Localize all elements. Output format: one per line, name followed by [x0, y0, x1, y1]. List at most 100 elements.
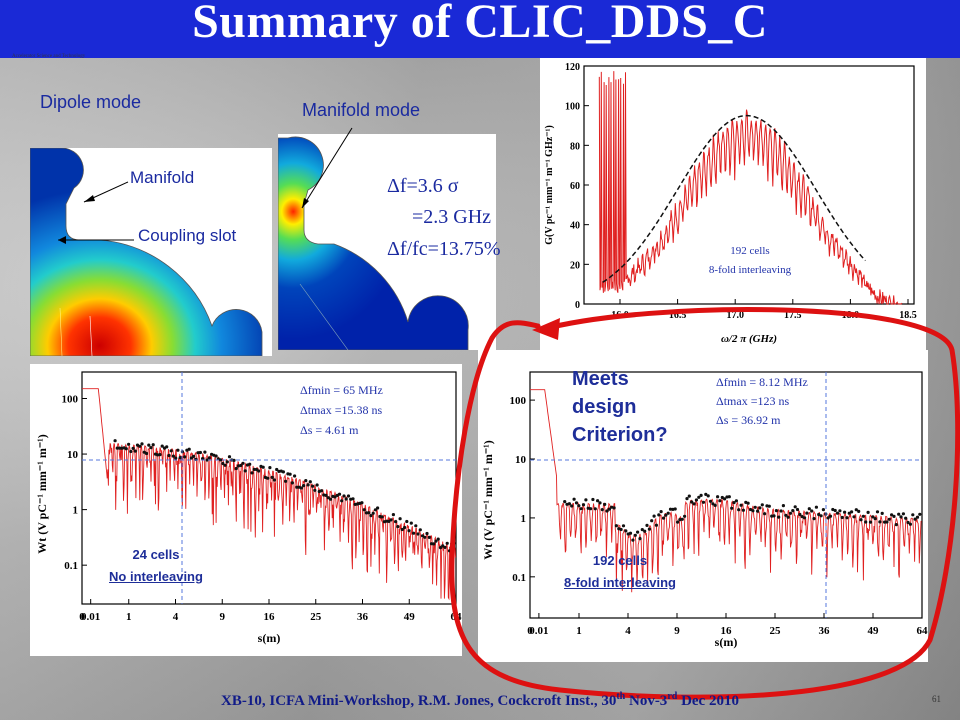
right-ds: Δs = 36.92 m [716, 413, 781, 427]
top-ytick-label: 20 [570, 260, 580, 271]
left-data-point [425, 531, 429, 536]
right-data-point [723, 497, 727, 501]
right-data-point [857, 509, 861, 513]
manifold-label: Manifold [130, 168, 195, 187]
left-data-point [443, 545, 447, 549]
right-data-point [835, 511, 840, 515]
right-data-point [734, 499, 738, 503]
right-data-point [579, 507, 583, 511]
right-ytick-label: 0.1 [512, 572, 526, 584]
left-data-point [169, 449, 173, 453]
footer-sup-2: rd [667, 691, 678, 702]
left-data-point [400, 527, 404, 532]
right-data-point [678, 518, 682, 522]
right-data-point [894, 523, 898, 527]
right-data-point [828, 514, 833, 518]
left-data-point [183, 455, 187, 459]
right-data-point [730, 506, 734, 510]
left-data-point [138, 444, 142, 448]
right-data-point [850, 510, 854, 514]
left-data-point [389, 518, 393, 522]
left-data-point [221, 461, 225, 466]
right-data-point [843, 510, 847, 514]
right-xtick-label: 16 [721, 625, 733, 637]
left-data-point [151, 443, 155, 447]
left-data-point [187, 447, 191, 451]
right-xtick-label: 4 [625, 625, 631, 637]
left-data-point [414, 524, 418, 528]
right-data-point [918, 512, 922, 516]
right-data-point [861, 514, 865, 518]
left-data-point [438, 546, 443, 550]
right-data-point [911, 513, 915, 517]
left-cells-label: 24 cells [132, 547, 180, 562]
right-ylabel: Wt (V pC⁻¹ mm⁻¹ m⁻¹) [481, 440, 495, 560]
right-ytick-label: 10 [515, 454, 527, 466]
left-data-point [147, 443, 151, 447]
right-data-point [899, 515, 903, 519]
left-data-point [268, 466, 272, 470]
delta-f-ratio: Δf/fc=13.75% [387, 238, 501, 260]
left-data-point [391, 513, 395, 517]
right-data-point [628, 531, 633, 535]
left-data-point [239, 463, 243, 468]
right-data-point [760, 503, 764, 507]
right-data-point [638, 537, 642, 541]
right-data-point [786, 515, 790, 519]
right-data-point [781, 504, 785, 508]
left-data-point [311, 484, 315, 488]
right-data-point [612, 506, 616, 510]
right-data-point [908, 522, 912, 526]
right-data-point [767, 504, 771, 508]
right-data-point [821, 508, 825, 512]
right-data-point [883, 520, 887, 524]
left-data-point [373, 508, 377, 512]
right-data-point [685, 497, 689, 501]
left-data-point [281, 470, 285, 474]
left-data-point [308, 480, 312, 484]
left-xtick-label: 16 [264, 611, 276, 623]
left-data-point [337, 492, 342, 496]
header-small-text: Accelerator Science and Technology [12, 54, 86, 59]
right-data-point [748, 507, 753, 512]
left-data-point [416, 532, 420, 536]
left-data-point [306, 483, 310, 487]
right-xtick-label: 64 [917, 625, 929, 637]
left-data-point [203, 450, 207, 454]
right-interleave-label: 8-fold interleaving [564, 575, 676, 590]
left-xtick-label: 4 [173, 611, 179, 623]
left-data-point [167, 453, 171, 458]
left-data-point [324, 493, 328, 497]
top-ytick-label: 60 [570, 181, 580, 192]
right-data-point [652, 514, 656, 518]
right-data-point [614, 524, 618, 528]
left-data-point [223, 463, 227, 467]
right-data-point [598, 501, 602, 505]
left-data-point [380, 515, 384, 519]
right-xlabel: s(m) [715, 635, 738, 649]
right-data-point [854, 508, 858, 512]
left-data-point [364, 511, 368, 515]
left-data-point [423, 535, 427, 539]
right-data-point [845, 516, 849, 520]
right-data-point [694, 498, 698, 502]
left-data-point [344, 497, 348, 501]
right-data-point [589, 507, 593, 511]
right-xtick-label: 25 [770, 625, 782, 637]
left-data-point [398, 517, 402, 521]
right-xtick-label: 1 [576, 625, 582, 637]
left-data-point [432, 542, 436, 546]
slide-title: Summary of CLIC_DDS_C [192, 0, 768, 48]
left-ytick-label: 100 [62, 394, 79, 406]
left-data-point [376, 506, 380, 510]
left-data-point [261, 465, 265, 469]
right-data-point [661, 516, 666, 520]
right-xtick-label: 9 [674, 625, 680, 637]
right-data-point [697, 495, 701, 499]
left-xtick-label: 9 [220, 611, 226, 623]
right-data-point [586, 506, 590, 510]
left-ytick-label: 10 [67, 449, 79, 461]
highlight-ellipse [449, 307, 960, 700]
right-data-point [563, 500, 567, 504]
